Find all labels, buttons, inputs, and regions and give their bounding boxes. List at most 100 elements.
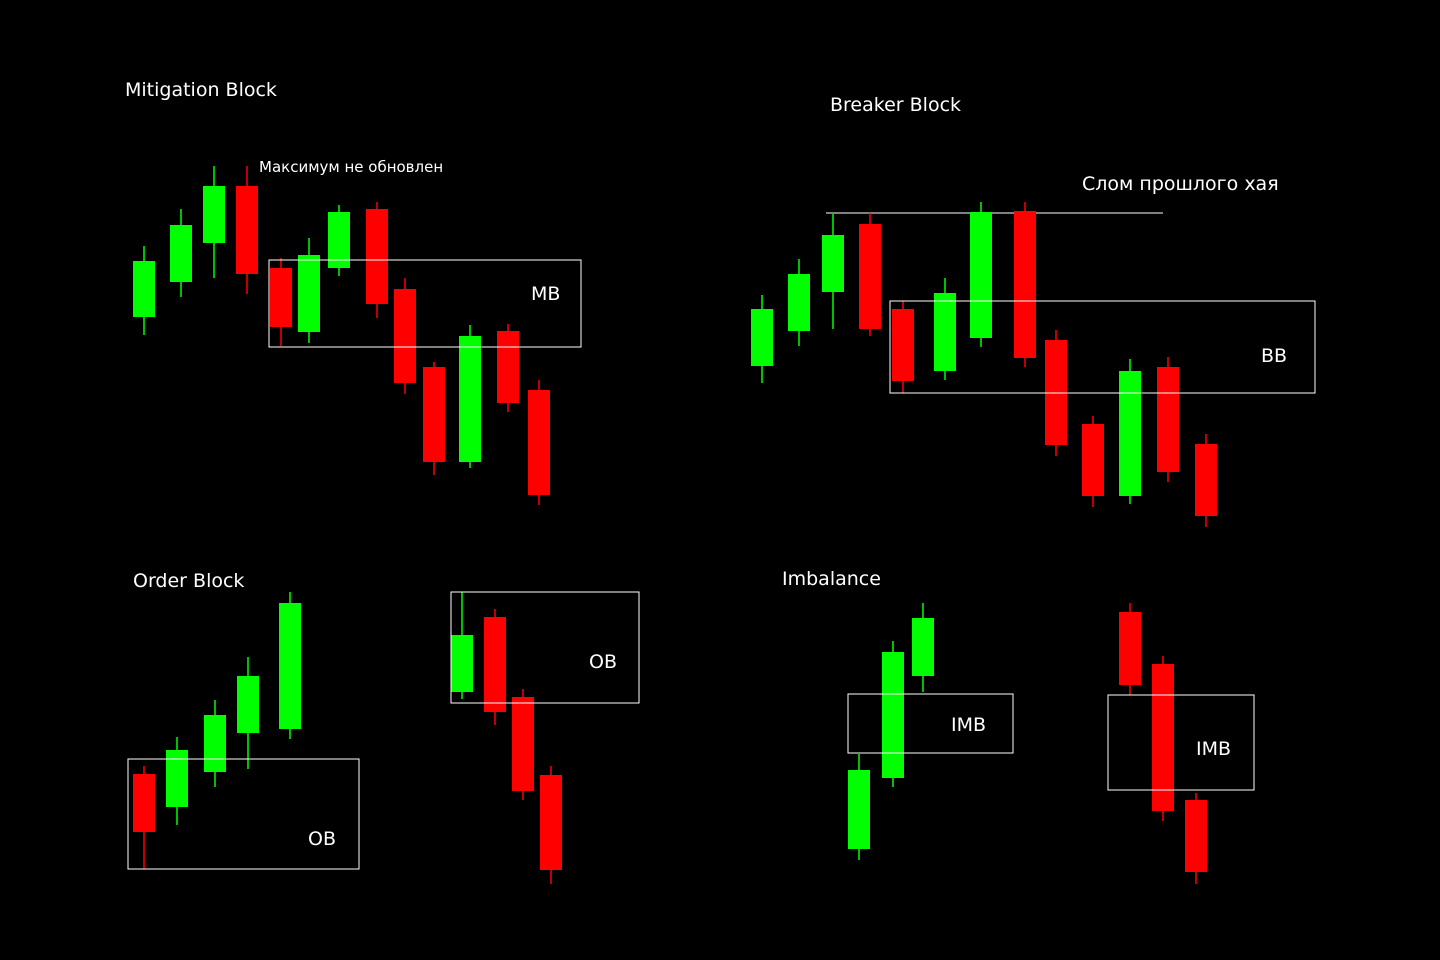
breaker-candle-8-bear [1014, 202, 1036, 367]
candle-body [1152, 664, 1174, 811]
order-candle-1-bear [133, 766, 155, 869]
breaker-block-zone-label: BB [1261, 345, 1287, 367]
candle-body [298, 255, 320, 332]
candle-body [170, 225, 192, 282]
breaker-candle-7-bull [970, 202, 992, 347]
mitigation-candle-5-bear [270, 258, 292, 346]
bullish-imbalance-zone [847, 693, 1014, 754]
breaker-candle-5-bear [892, 301, 914, 393]
breaker-candle-10-bear [1082, 416, 1104, 507]
candle-body [133, 261, 155, 317]
mitigation-candle-9-bear [394, 278, 416, 394]
mitigation-candle-1-bull [133, 246, 155, 335]
bullish-order-block-zone [127, 758, 360, 870]
mitigation-candle-11-bull [459, 325, 481, 468]
candle-body [204, 715, 226, 772]
mitigation-block-zone [268, 259, 582, 348]
previous-high-break-note: Слом прошлого хая [1082, 173, 1279, 195]
candle-body [1195, 444, 1217, 516]
mitigation-block-zone-label: MB [531, 283, 560, 305]
imbalance-candle-6-bear [1185, 793, 1207, 884]
bearish-order-block-zone-label: OB [589, 651, 617, 673]
candle-body [459, 336, 481, 462]
imbalance-title: Imbalance [782, 568, 881, 590]
breaker-candle-4-bear [859, 213, 881, 336]
order-candle-7-bear [484, 609, 506, 725]
candle-body [751, 309, 773, 366]
candle-body [1119, 612, 1141, 685]
breaker-block-title: Breaker Block [830, 94, 961, 116]
candles-layer [133, 166, 1217, 884]
candle-body [270, 268, 292, 327]
candle-body [497, 331, 519, 403]
bearish-order-block-zone [450, 591, 640, 704]
candle-body [912, 618, 934, 676]
candle-body [484, 617, 506, 712]
mitigation-block-title: Mitigation Block [125, 79, 277, 101]
candle-body [1119, 371, 1141, 496]
mitigation-candle-12-bear [497, 324, 519, 412]
candle-body [540, 775, 562, 870]
candle-body [1157, 367, 1179, 472]
candle-body [451, 635, 473, 692]
candle-body [1185, 800, 1207, 872]
order-candle-8-bear [512, 689, 534, 800]
candle-body [934, 293, 956, 371]
breaker-candle-3-bull [822, 214, 844, 329]
candle-body [203, 186, 225, 243]
breaker-candle-12-bear [1157, 357, 1179, 482]
mitigation-candle-13-bear [528, 380, 550, 505]
candle-body [328, 212, 350, 268]
imbalance-candle-4-bear [1119, 603, 1141, 695]
candle-body [859, 224, 881, 329]
candle-body [133, 774, 155, 832]
order-candle-9-bear [540, 766, 562, 884]
breaker-candle-1-bull [751, 295, 773, 383]
imbalance-candle-2-bull [882, 641, 904, 787]
bullish-imbalance-zone-label: IMB [951, 714, 986, 736]
mitigation-candle-7-bull [328, 205, 350, 276]
candle-body [237, 676, 259, 733]
candle-body [166, 750, 188, 807]
breaker-candle-2-bull [788, 259, 810, 346]
candle-body [512, 697, 534, 791]
bearish-imbalance-zone [1107, 694, 1255, 791]
breaker-candle-13-bear [1195, 434, 1217, 527]
imbalance-candle-3-bull [912, 603, 934, 692]
candle-body [394, 289, 416, 383]
candle-body [1014, 211, 1036, 358]
candle-body [970, 212, 992, 338]
candle-body [528, 390, 550, 495]
candle-body [423, 367, 445, 462]
imbalance-candle-1-bull [848, 754, 870, 860]
candle-body [366, 209, 388, 304]
candle-body [236, 186, 258, 274]
high-not-updated-note: Максимум не обновлен [259, 158, 443, 176]
breaker-block-zone [889, 300, 1316, 394]
breaker-candle-6-bull [934, 278, 956, 380]
order-candle-4-bull [237, 657, 259, 769]
order-block-title: Order Block [133, 570, 244, 592]
order-candle-6-bull [451, 592, 473, 699]
bearish-imbalance-zone-label: IMB [1196, 738, 1231, 760]
mitigation-candle-6-bull [298, 238, 320, 343]
mitigation-candle-3-bull [203, 166, 225, 278]
mitigation-candle-2-bull [170, 209, 192, 297]
order-candle-2-bull [166, 737, 188, 825]
breaker-candle-11-bull [1119, 359, 1141, 504]
order-candle-5-bull [279, 592, 301, 739]
candle-body [848, 770, 870, 849]
imbalance-candle-5-bear [1152, 656, 1174, 821]
mitigation-candle-10-bear [423, 362, 445, 475]
bullish-order-block-zone-label: OB [308, 828, 336, 850]
candle-body [1082, 424, 1104, 496]
candle-body [822, 235, 844, 292]
candle-body [892, 309, 914, 381]
order-candle-3-bull [204, 700, 226, 787]
candle-body [279, 603, 301, 729]
mitigation-candle-4-bear [236, 166, 258, 294]
candle-body [788, 274, 810, 331]
candle-body [882, 652, 904, 778]
